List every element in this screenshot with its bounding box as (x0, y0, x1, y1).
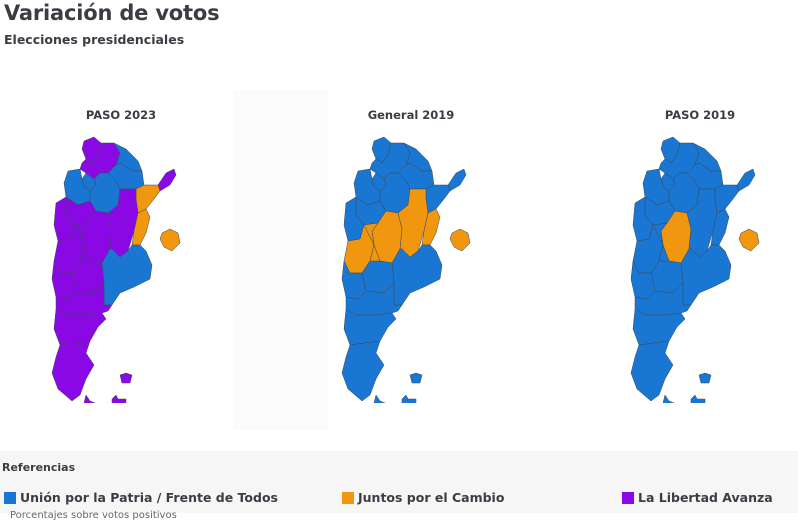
province-buenos-aires[interactable] (101, 244, 153, 306)
legend-label: Juntos por el Cambio (358, 490, 505, 505)
color-swatch (622, 491, 634, 504)
province-santa-cruz[interactable] (341, 340, 385, 402)
legend-item-juntos-por-el-cambio: Juntos por el Cambio (342, 490, 504, 505)
province-corrientes[interactable] (714, 184, 740, 214)
province-malvinas[interactable] (698, 372, 712, 384)
map-paso-2023: PASO 2023 (46, 108, 196, 408)
argentina-map (51, 136, 181, 403)
province-uruguay-region[interactable] (159, 228, 181, 252)
province-chubut[interactable] (343, 308, 397, 346)
province-buenos-aires[interactable] (680, 244, 732, 306)
province-tierra-del-fuego[interactable] (662, 394, 706, 403)
province-malvinas[interactable] (409, 372, 423, 384)
page-title: Variación de votos (4, 1, 220, 25)
province-santa-cruz[interactable] (51, 340, 95, 402)
province-chubut[interactable] (53, 308, 107, 346)
province-tierra-del-fuego[interactable] (373, 394, 417, 403)
map-general-2019: General 2019 (336, 108, 486, 408)
province-santa-cruz[interactable] (630, 340, 674, 402)
province-corrientes[interactable] (425, 184, 451, 214)
legend-title: Referencias (2, 461, 76, 474)
color-swatch (342, 491, 354, 504)
province-entre-rios[interactable] (710, 208, 730, 246)
province-misiones[interactable] (736, 168, 756, 192)
province-corrientes[interactable] (135, 184, 161, 214)
province-entre-rios[interactable] (421, 208, 441, 246)
map-paso-2019: PASO 2019 (625, 108, 775, 408)
legend-item-union-por-la-patria: Unión por la Patria / Frente de Todos (4, 490, 278, 505)
legend-panel: Referencias Unión por la Patria / Frente… (0, 451, 798, 513)
map-title: PASO 2019 (664, 108, 736, 122)
province-tierra-del-fuego[interactable] (83, 394, 127, 403)
legend-label: Unión por la Patria / Frente de Todos (20, 490, 278, 505)
province-malvinas[interactable] (119, 372, 133, 384)
legend-label: La Libertad Avanza (638, 490, 773, 505)
province-entre-rios[interactable] (131, 208, 151, 246)
province-misiones[interactable] (157, 168, 177, 192)
province-uruguay-region[interactable] (449, 228, 471, 252)
footnote: Porcentajes sobre votos positivos (10, 510, 177, 521)
province-misiones[interactable] (447, 168, 467, 192)
province-buenos-aires[interactable] (391, 244, 443, 306)
map-title: PASO 2023 (85, 108, 157, 122)
map-title: General 2019 (367, 108, 455, 122)
legend-item-la-libertad-avanza: La Libertad Avanza (622, 490, 773, 505)
argentina-map (341, 136, 471, 403)
background-panel (233, 90, 328, 430)
province-uruguay-region[interactable] (738, 228, 760, 252)
color-swatch (4, 491, 16, 504)
province-chubut[interactable] (632, 308, 686, 346)
argentina-map (630, 136, 760, 403)
page-subtitle: Elecciones presidenciales (4, 32, 185, 47)
